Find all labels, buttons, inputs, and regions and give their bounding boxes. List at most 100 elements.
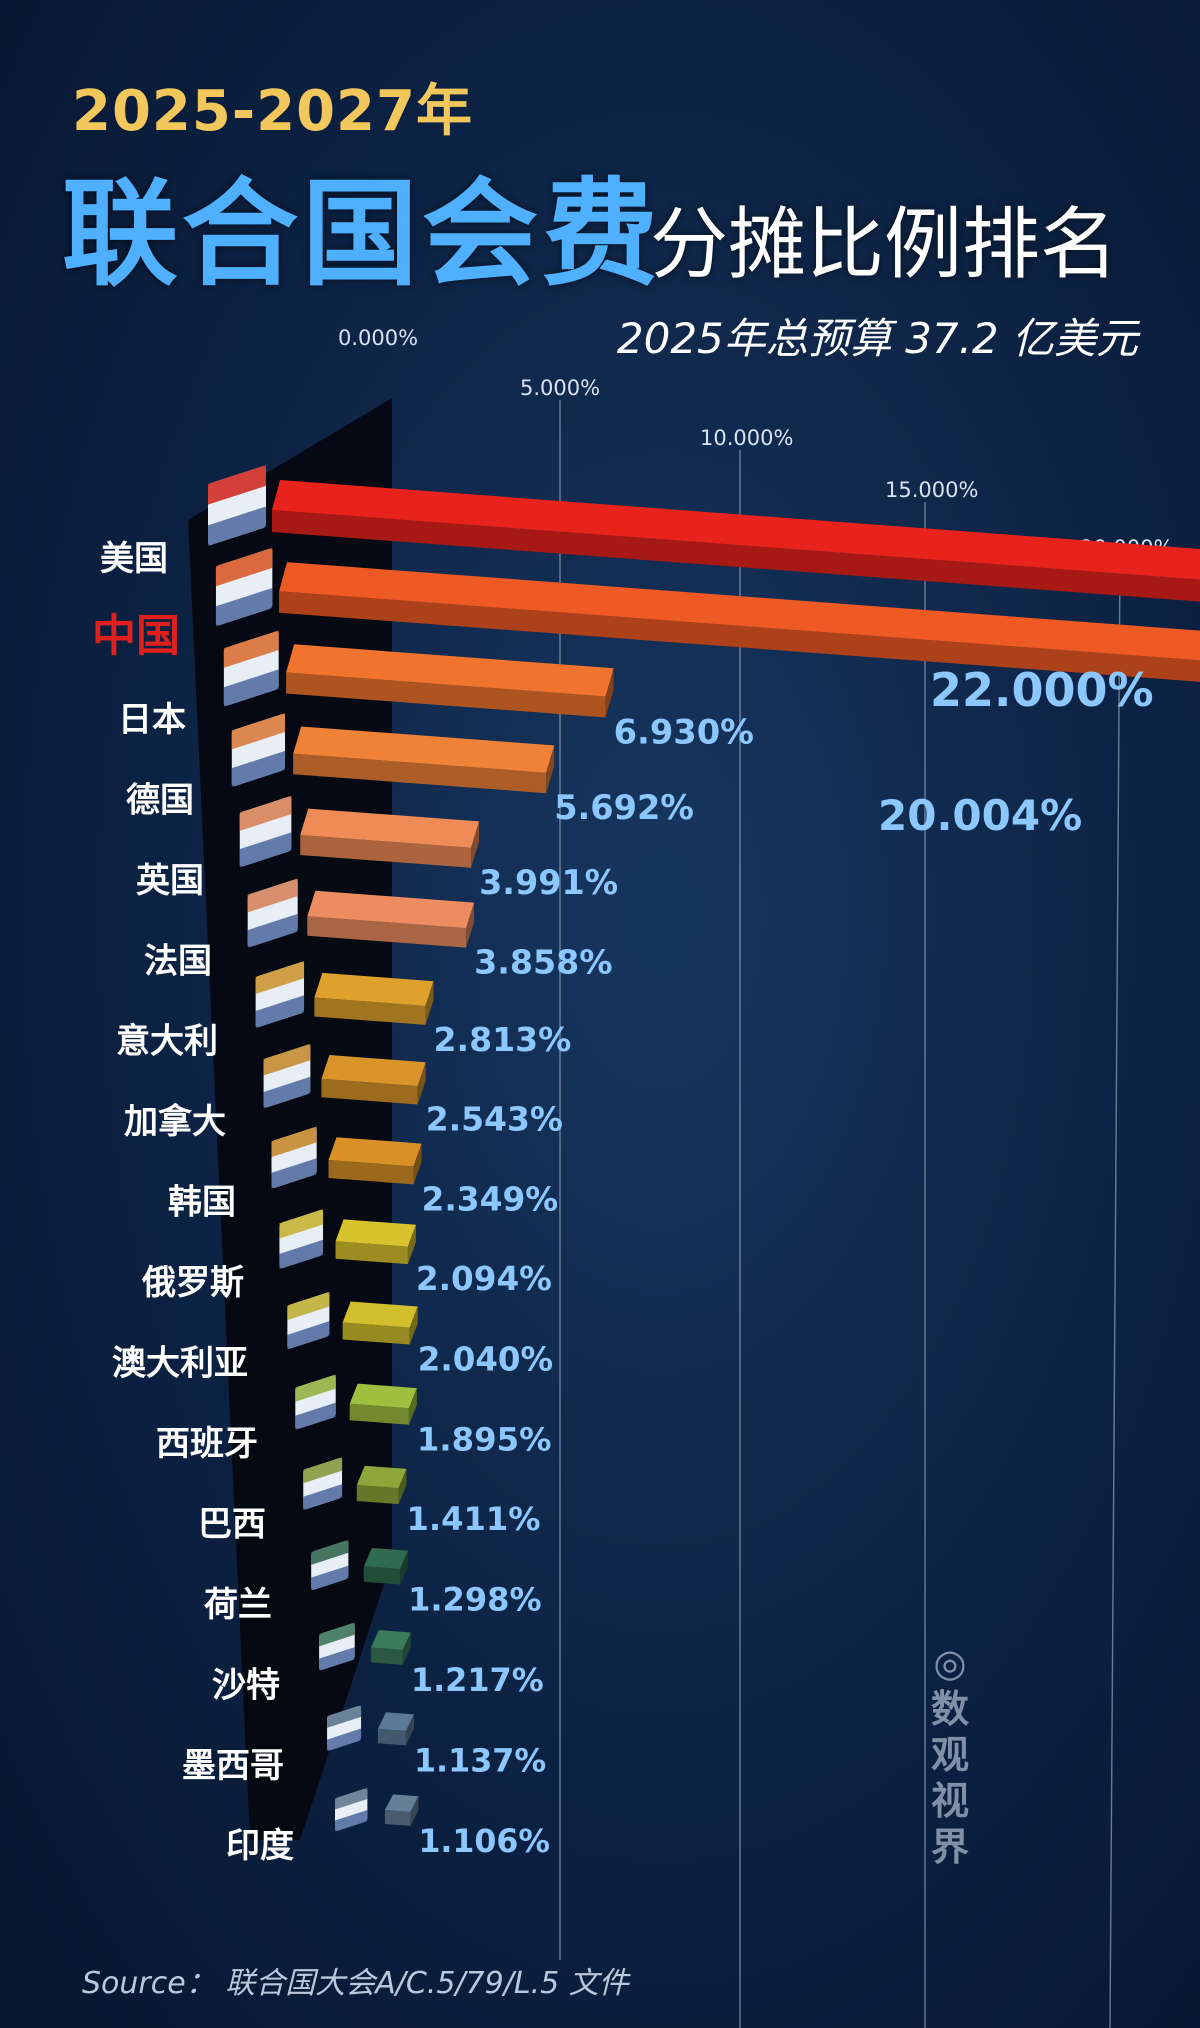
flag-band <box>335 1810 368 1832</box>
flag-icon <box>287 1291 330 1350</box>
bar-end-face <box>413 1143 422 1185</box>
bar <box>314 972 434 1025</box>
category-label: 法国 <box>144 941 212 981</box>
bar <box>321 1055 426 1105</box>
flag-band <box>239 795 292 831</box>
flag-icon <box>255 961 305 1029</box>
category-label: 巴西 <box>198 1504 266 1544</box>
bar <box>328 1137 422 1185</box>
chart-title-years: 2025-2027年 <box>72 79 473 144</box>
flag-band <box>271 1158 317 1189</box>
flag-band <box>295 1374 336 1402</box>
x-tick-label: 0.000% <box>338 326 418 350</box>
chart-subtitle: 分摊比例排名 <box>650 200 1119 290</box>
bar-top-face <box>335 1219 416 1247</box>
bar-top-face <box>286 644 614 697</box>
flag-icon <box>271 1126 317 1189</box>
x-tick-label: 10.000% <box>700 426 793 450</box>
bar-front-face <box>328 1160 414 1185</box>
flag-band <box>255 995 305 1029</box>
flag-band <box>287 1291 330 1321</box>
flag-band <box>335 1787 368 1810</box>
data-label: 3.991% <box>479 863 618 902</box>
category-label: 荷兰 <box>204 1585 272 1625</box>
data-label: 5.692% <box>554 788 694 827</box>
flag-band <box>327 1728 362 1752</box>
bar-top-face <box>272 480 1200 580</box>
chart-title: 联合国会费 <box>62 167 662 302</box>
bar <box>293 726 555 794</box>
flag-icon <box>279 1209 324 1270</box>
bar <box>307 890 475 948</box>
flag-band <box>239 832 292 868</box>
bar-end-face <box>400 1550 409 1585</box>
flag-icon <box>295 1374 336 1430</box>
flag-band <box>215 587 273 627</box>
bar-end-face <box>417 1062 426 1105</box>
flag-icon <box>223 630 279 707</box>
bar-front-face <box>349 1403 409 1425</box>
bar-top-face <box>377 1712 414 1731</box>
bar <box>377 1712 414 1746</box>
category-label: 墨西哥 <box>182 1746 284 1786</box>
bar <box>349 1383 417 1425</box>
bar-end-face <box>407 1224 416 1265</box>
flag-icon <box>327 1705 362 1752</box>
flag-band <box>319 1647 355 1671</box>
flag-band <box>247 878 298 913</box>
flag-band <box>263 1076 311 1109</box>
bar-top-face <box>363 1547 409 1569</box>
data-label: 1.411% <box>407 1500 541 1538</box>
flag-band <box>279 1239 324 1270</box>
bar-end-face <box>409 1306 418 1345</box>
bar-top-face <box>321 1055 426 1086</box>
category-label: 英国 <box>136 861 204 901</box>
data-label: 1.895% <box>417 1421 552 1459</box>
bar-front-face <box>377 1728 406 1746</box>
flags <box>208 465 368 1832</box>
flag-band <box>303 1484 343 1511</box>
bar <box>286 644 614 718</box>
data-label: 20.004% <box>878 791 1082 840</box>
budget-note: 2025年总预算 37.2 亿美元 <box>616 314 1138 363</box>
bar-front-face <box>314 997 426 1025</box>
data-label: 22.000% <box>930 663 1154 717</box>
bar-top-face <box>314 972 434 1006</box>
data-label: 3.858% <box>474 943 613 982</box>
flag-band <box>255 961 305 994</box>
bar-end-face <box>402 1632 411 1665</box>
flag-icon <box>231 713 286 788</box>
flag-icon <box>311 1539 349 1591</box>
flag-band <box>231 713 286 750</box>
bar-end-face <box>605 668 614 718</box>
category-label: 韩国 <box>168 1183 236 1223</box>
bar <box>279 562 1200 682</box>
data-label: 2.349% <box>422 1180 559 1218</box>
category-label: 印度 <box>226 1826 294 1866</box>
category-label: 意大利 <box>116 1022 218 1062</box>
flag-band <box>208 506 266 546</box>
bar <box>370 1630 411 1665</box>
category-labels: 美国中国日本德国英国法国意大利加拿大韩国俄罗斯澳大利亚西班牙巴西荷兰沙特墨西哥印… <box>92 539 294 1866</box>
bar-end-face <box>405 1714 414 1746</box>
bar-front-face <box>286 672 606 718</box>
bar-front-face <box>300 835 472 868</box>
flag-icon <box>303 1457 343 1511</box>
flag-icon <box>208 465 266 546</box>
bar-front-face <box>342 1322 410 1345</box>
bar <box>356 1465 407 1505</box>
bar <box>272 480 1200 602</box>
bar-top-face <box>293 726 555 773</box>
flag-band <box>223 669 279 707</box>
flag-band <box>223 630 279 668</box>
bar-end-face <box>408 1388 417 1425</box>
bar-top-face <box>328 1137 422 1167</box>
flag-icon <box>263 1043 311 1109</box>
flag-band <box>287 1321 330 1350</box>
flag-band <box>247 913 298 948</box>
bar-end-face <box>425 981 434 1025</box>
bar-end-face <box>410 1796 419 1826</box>
gridlines <box>559 400 1121 2028</box>
bar-end-face <box>546 745 555 794</box>
